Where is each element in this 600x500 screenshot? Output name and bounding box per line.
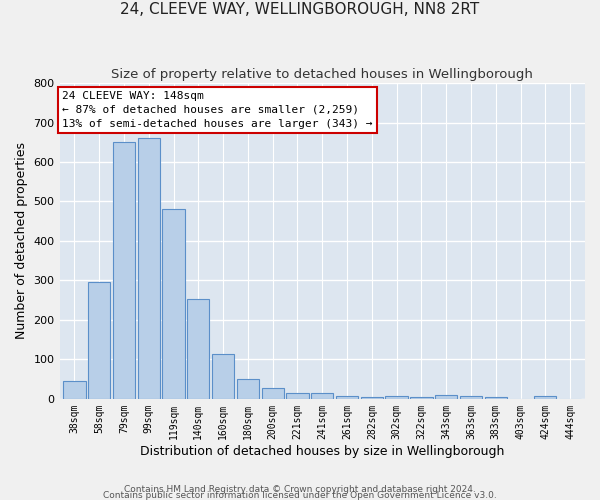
Bar	[435, 395, 457, 399]
Bar	[485, 397, 507, 399]
Text: 24 CLEEVE WAY: 148sqm
← 87% of detached houses are smaller (2,259)
13% of semi-d: 24 CLEEVE WAY: 148sqm ← 87% of detached …	[62, 91, 373, 129]
Bar	[410, 397, 433, 399]
Bar	[187, 299, 209, 399]
Bar	[286, 392, 308, 399]
X-axis label: Distribution of detached houses by size in Wellingborough: Distribution of detached houses by size …	[140, 444, 505, 458]
Bar	[137, 138, 160, 399]
Bar	[385, 396, 408, 399]
Text: Contains HM Land Registry data © Crown copyright and database right 2024.: Contains HM Land Registry data © Crown c…	[124, 484, 476, 494]
Y-axis label: Number of detached properties: Number of detached properties	[15, 142, 28, 340]
Bar	[534, 396, 556, 399]
Bar	[311, 393, 334, 399]
Bar	[361, 397, 383, 399]
Bar	[262, 388, 284, 399]
Bar	[113, 142, 135, 399]
Bar	[237, 379, 259, 399]
Bar	[63, 381, 86, 399]
Title: Size of property relative to detached houses in Wellingborough: Size of property relative to detached ho…	[112, 68, 533, 80]
Bar	[460, 396, 482, 399]
Bar	[212, 354, 234, 399]
Bar	[88, 282, 110, 399]
Bar	[336, 396, 358, 399]
Text: Contains public sector information licensed under the Open Government Licence v3: Contains public sector information licen…	[103, 490, 497, 500]
Text: 24, CLEEVE WAY, WELLINGBOROUGH, NN8 2RT: 24, CLEEVE WAY, WELLINGBOROUGH, NN8 2RT	[121, 2, 479, 18]
Bar	[163, 210, 185, 399]
